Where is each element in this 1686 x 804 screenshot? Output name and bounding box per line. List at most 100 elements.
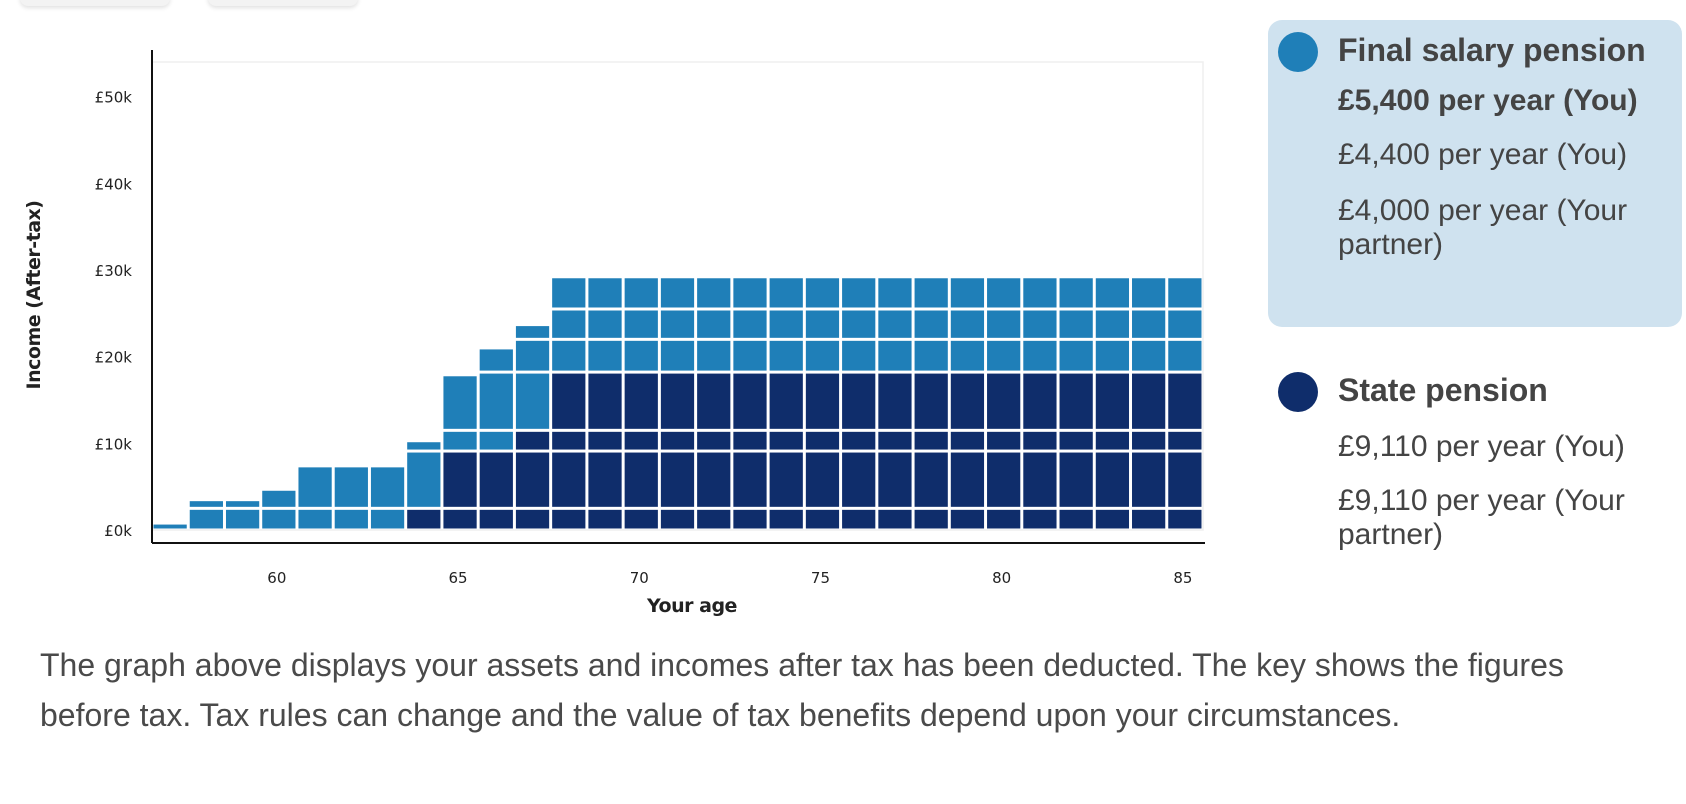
bar-segment-final-age-79-2	[950, 278, 985, 308]
bar-segment-state-age-79-0	[950, 509, 985, 529]
y-tick-label-20000: £20k	[95, 349, 133, 367]
bar-segment-state-age-68-1	[552, 452, 586, 507]
x-axis-title: Your age	[646, 595, 737, 617]
bar-segment-final-age-72-1	[697, 310, 731, 338]
bar-segment-state-age-85-3	[1168, 373, 1202, 429]
bar-segment-final-age-85-2	[1168, 278, 1202, 308]
bar-segment-state-age-71-1	[660, 452, 695, 507]
bar-segment-state-age-75-2	[805, 431, 840, 450]
x-tick-label-80: 80	[992, 569, 1011, 587]
bar-segment-state-age-81-2	[1023, 431, 1057, 450]
bar-segment-state-age-79-2	[950, 431, 985, 450]
bar-segment-state-age-72-0	[697, 509, 731, 529]
legend-state-pension: State pension £9,110 per year (You) £9,1…	[1268, 370, 1682, 552]
bar-segment-final-age-80-2	[987, 278, 1021, 308]
bar-segment-final-age-82-0	[1059, 340, 1093, 371]
bar-segment-state-age-80-0	[987, 509, 1021, 529]
bar-segment-state-age-82-0	[1059, 509, 1093, 529]
bar-segment-final-age-76-0	[842, 340, 876, 371]
bar-segment-state-age-83-0	[1095, 509, 1130, 529]
bar-segment-final-age-63-0	[370, 509, 405, 529]
bar-segment-state-age-83-2	[1095, 431, 1130, 450]
x-tick-label-70: 70	[630, 569, 649, 587]
bar-segment-final-age-66-1	[479, 373, 513, 429]
bar-segment-state-age-71-2	[660, 431, 695, 450]
bar-segment-final-age-61-1	[298, 467, 332, 507]
y-tick-label-40000: £40k	[95, 175, 133, 193]
bar-segment-final-age-72-2	[697, 278, 731, 308]
bar-segment-final-age-67-1	[515, 340, 550, 371]
bar-segment-state-age-70-2	[624, 431, 658, 450]
bar-segment-state-age-85-1	[1168, 452, 1202, 507]
bar-segment-state-age-76-2	[842, 431, 876, 450]
bar-segment-state-age-66-0	[479, 509, 513, 529]
bar-segment-state-age-67-1	[515, 452, 550, 507]
bar-segment-final-age-58-0	[189, 509, 223, 529]
bar-segment-final-age-62-1	[334, 467, 368, 507]
legend-state-pension-dot	[1278, 372, 1318, 412]
bar-segment-final-age-70-1	[624, 310, 658, 338]
bar-segment-state-age-69-1	[588, 452, 622, 507]
legend-final-salary-dot	[1278, 32, 1318, 72]
bar-segment-final-age-71-2	[660, 278, 695, 308]
income-chart-svg: £0k £10k £20k £30k £40k £50k 60 65 70 75 80 85 Your …	[23, 50, 1205, 617]
bar-segment-state-age-80-1	[987, 452, 1021, 507]
bar-segment-final-age-74-0	[769, 340, 803, 371]
bar-segment-final-age-74-1	[769, 310, 803, 338]
bar-segment-final-age-81-1	[1023, 310, 1057, 338]
bar-segment-final-age-71-0	[660, 340, 695, 371]
chart-note: The graph above displays your assets and…	[40, 647, 1564, 733]
income-chart: £0k £10k £20k £30k £40k £50k 60 65 70 75 80 85 Your …	[23, 50, 1205, 617]
bar-segment-state-age-76-3	[842, 373, 876, 429]
bar-segment-state-age-82-2	[1059, 431, 1093, 450]
legend-state-pension-line-2: £9,110 per year (Your partner)	[1338, 484, 1625, 551]
bar-segment-state-age-74-2	[769, 431, 803, 450]
bar-segment-final-age-63-1	[370, 467, 405, 507]
legend-state-pension-line-1: £9,110 per year (You)	[1338, 430, 1625, 463]
bar-segment-final-age-80-0	[987, 340, 1021, 371]
bar-segment-state-age-78-3	[914, 373, 948, 429]
bar-segment-final-age-81-0	[1023, 340, 1057, 371]
bar-segment-final-age-62-0	[334, 509, 368, 529]
bar-segment-state-age-76-1	[842, 452, 876, 507]
bar-segment-state-age-75-0	[805, 509, 840, 529]
bar-segment-final-age-69-0	[588, 340, 622, 371]
bar-segment-state-age-83-1	[1095, 452, 1130, 507]
bar-segment-final-age-64-0	[407, 452, 441, 507]
bar-segment-final-age-75-1	[805, 310, 840, 338]
bar-segment-state-age-75-1	[805, 452, 840, 507]
bar-segment-state-age-74-3	[769, 373, 803, 429]
bar-segment-state-age-68-0	[552, 509, 586, 529]
bar-segment-final-age-75-2	[805, 278, 840, 308]
bar-segment-state-age-74-0	[769, 509, 803, 529]
bar-segment-final-age-66-0	[479, 431, 513, 450]
bar-segment-state-age-78-2	[914, 431, 948, 450]
bar-segment-state-age-74-1	[769, 452, 803, 507]
tab-stub-right[interactable]	[208, 0, 358, 6]
bar-segment-final-age-83-2	[1095, 278, 1130, 308]
legend-final-salary-title: Final salary pension	[1338, 32, 1646, 68]
tab-stub-left[interactable]	[20, 0, 170, 6]
bar-segment-final-age-67-2	[515, 326, 550, 338]
bar-segment-state-age-73-0	[733, 509, 767, 529]
bar-segment-final-age-73-2	[733, 278, 767, 308]
y-tick-label-0: £0k	[104, 522, 132, 540]
bar-segment-state-age-71-0	[660, 509, 695, 529]
bar-segment-final-age-58-1	[189, 501, 223, 507]
bar-segment-state-age-73-2	[733, 431, 767, 450]
x-tick-label-65: 65	[449, 569, 468, 587]
bar-segment-final-age-71-1	[660, 310, 695, 338]
bar-segment-final-age-67-0	[515, 373, 550, 429]
x-tick-label-75: 75	[811, 569, 830, 587]
bar-segment-state-age-76-0	[842, 509, 876, 529]
bar-segment-state-age-83-3	[1095, 373, 1130, 429]
bar-segment-state-age-73-3	[733, 373, 767, 429]
y-tick-label-50000: £50k	[95, 89, 133, 107]
bar-segment-state-age-66-1	[479, 452, 513, 507]
bar-segment-state-age-85-2	[1168, 431, 1202, 450]
x-tick-label-60: 60	[267, 569, 286, 587]
bar-segment-state-age-69-3	[588, 373, 622, 429]
bar-segment-state-age-68-2	[552, 431, 586, 450]
bar-segment-state-age-71-3	[660, 373, 695, 429]
y-axis-title: Income (After-tax)	[23, 201, 45, 390]
